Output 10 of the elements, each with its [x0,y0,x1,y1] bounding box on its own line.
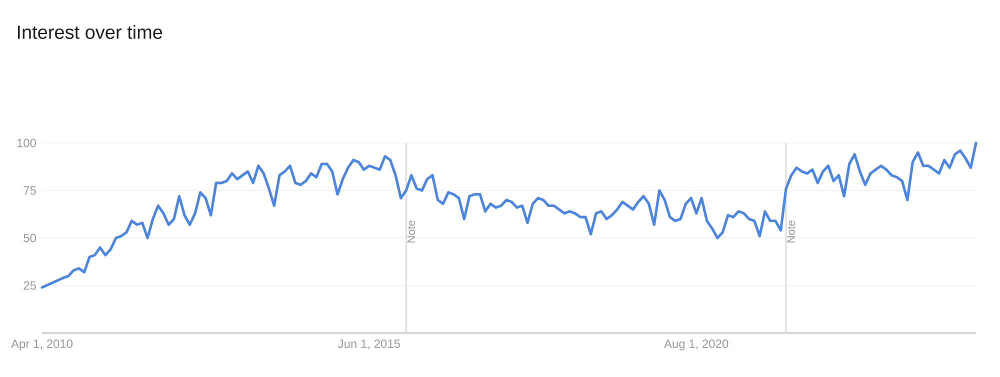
y-tick-label: 50 [24,234,36,242]
x-tick-label: Apr 1, 2010 [11,340,73,350]
y-tick-label: 100 [17,138,36,148]
x-tick-label: Aug 1, 2020 [664,340,728,350]
chart-title: Interest over time [18,25,162,39]
ref-line-label: Note [787,220,795,242]
x-tick-label: Jun 1, 2015 [338,340,400,350]
y-tick-label: 75 [24,186,36,195]
y-tick-label: 25 [24,281,36,290]
ref-line-label: Note [407,220,415,242]
